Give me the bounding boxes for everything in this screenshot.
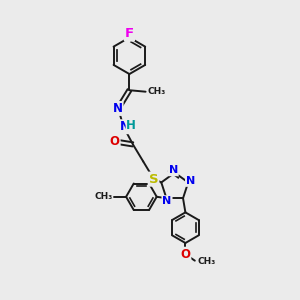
Text: S: S	[149, 172, 158, 186]
Text: O: O	[110, 135, 120, 148]
Text: F: F	[125, 28, 134, 40]
Text: O: O	[180, 248, 190, 261]
Text: H: H	[126, 119, 136, 132]
Text: N: N	[120, 120, 130, 133]
Text: CH₃: CH₃	[198, 257, 216, 266]
Text: CH₃: CH₃	[94, 192, 112, 201]
Text: N: N	[186, 176, 195, 186]
Text: N: N	[112, 102, 123, 115]
Text: N: N	[169, 165, 178, 175]
Text: N: N	[162, 196, 172, 206]
Text: CH₃: CH₃	[148, 87, 166, 96]
